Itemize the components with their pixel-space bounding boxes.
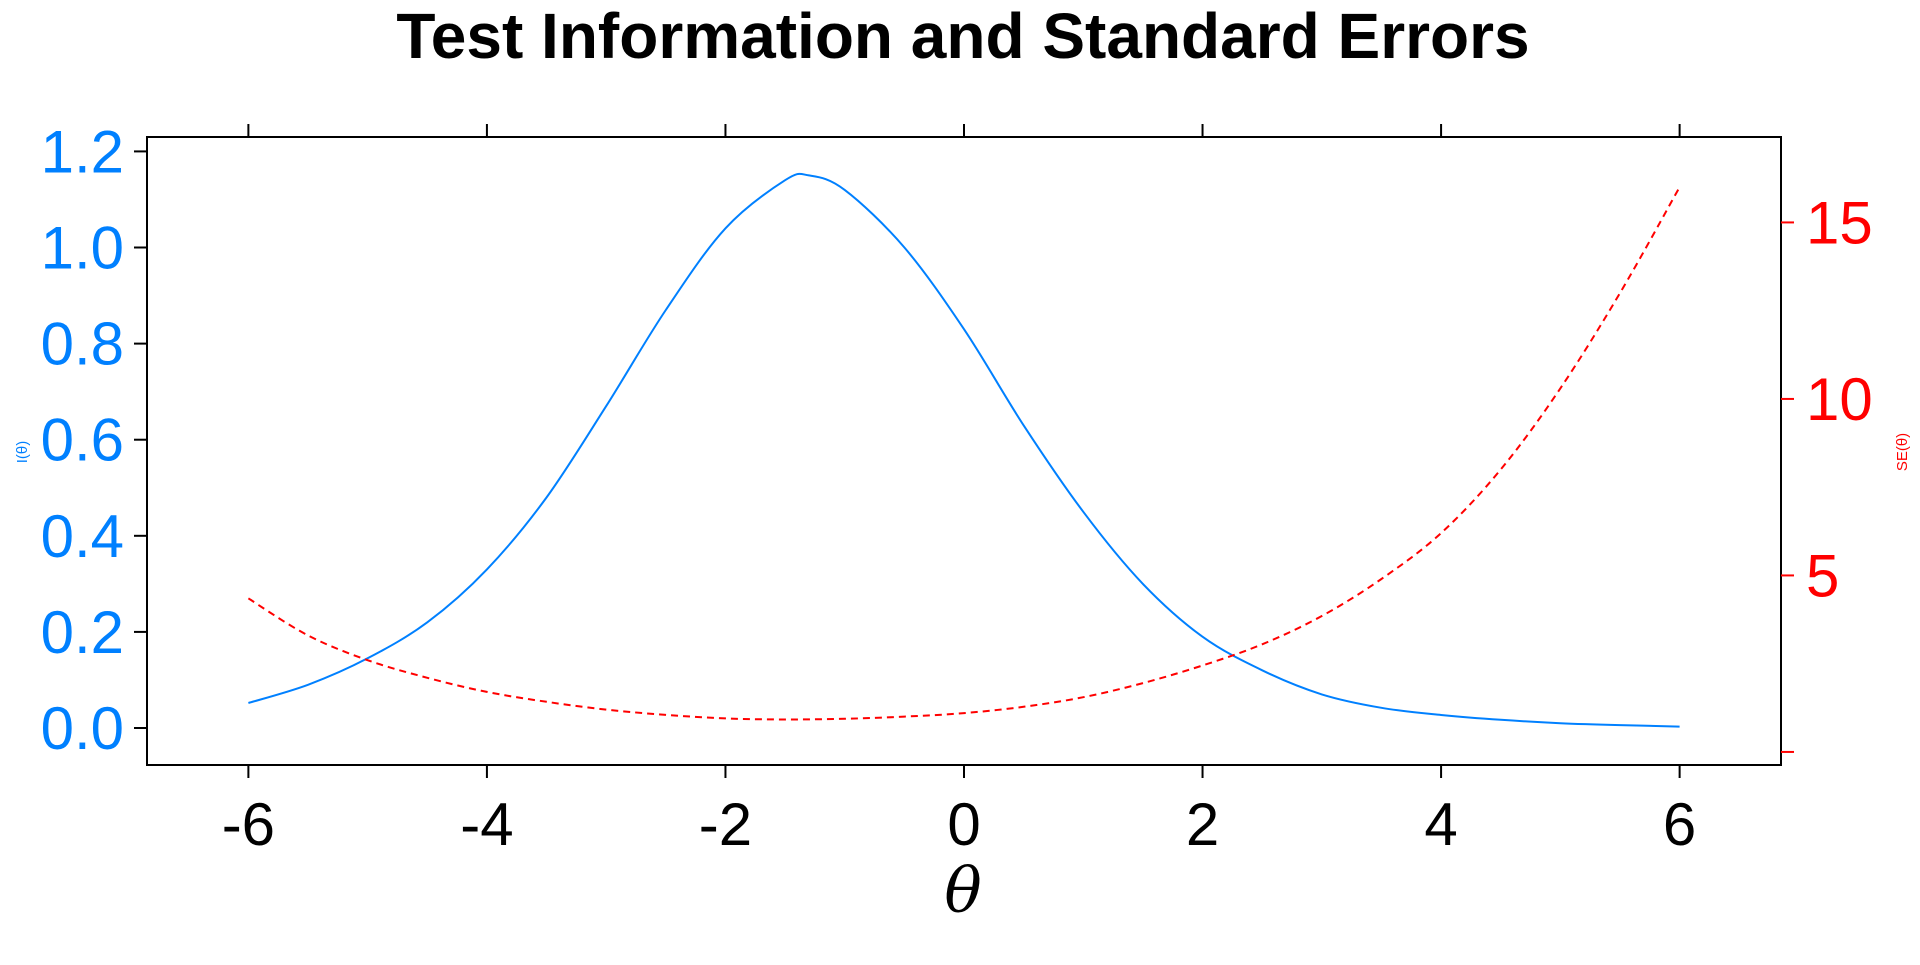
y-axis-left-ticks: 0.0 0.2 0.4 0.6 0.8 1.0 1.2 bbox=[41, 118, 147, 762]
y-left-tick-label: 0.2 bbox=[41, 599, 124, 666]
y-axis-right-ticks: 5 10 15 bbox=[1781, 189, 1873, 753]
x-tick-label: -6 bbox=[222, 791, 275, 858]
x-tick-label: 0 bbox=[947, 791, 980, 858]
y-left-tick-label: 0.4 bbox=[41, 503, 124, 570]
x-tick-label: 2 bbox=[1186, 791, 1219, 858]
series-layer bbox=[247, 172, 1681, 728]
y-right-tick-label: 10 bbox=[1806, 366, 1873, 433]
x-tick-label: -4 bbox=[460, 791, 513, 858]
x-tick-label: 4 bbox=[1424, 791, 1457, 858]
plot-frame bbox=[146, 136, 1782, 766]
x-axis-top-ticks bbox=[247, 124, 1681, 137]
y-left-tick-label: 0.8 bbox=[41, 311, 124, 378]
standard_error-line bbox=[247, 186, 1681, 721]
y-left-tick-label: 0.6 bbox=[41, 407, 124, 474]
x-tick-label: -2 bbox=[699, 791, 752, 858]
x-tick-label: 6 bbox=[1663, 791, 1696, 858]
y-left-tick-label: 0.0 bbox=[41, 695, 124, 762]
y-left-tick-label: 1.0 bbox=[41, 215, 124, 282]
x-axis-label: θ bbox=[944, 854, 981, 927]
chart-title: Test Information and Standard Errors bbox=[396, 0, 1529, 72]
y-left-tick-label: 1.2 bbox=[41, 118, 124, 185]
x-axis-bottom-ticks: -6 -4 -2 0 2 4 6 bbox=[222, 765, 1696, 858]
y-right-tick-label: 5 bbox=[1806, 542, 1839, 609]
y-axis-right-label: SE(θ) bbox=[1894, 433, 1911, 471]
y-right-tick-label: 15 bbox=[1806, 189, 1873, 256]
y-axis-left-label: I(θ) bbox=[14, 441, 31, 464]
information-line bbox=[248, 172, 1680, 728]
